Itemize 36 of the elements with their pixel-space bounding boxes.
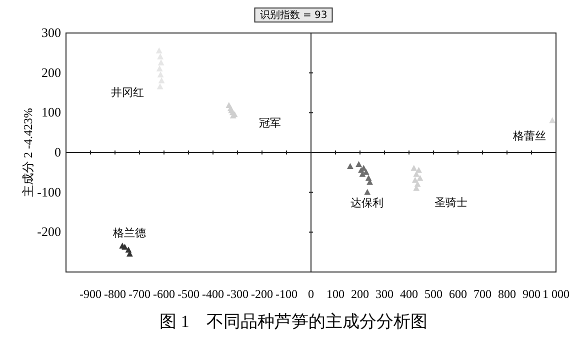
x-tick-label: -900	[80, 287, 102, 301]
series-label: 冠军	[258, 116, 281, 130]
series-label: 达保利	[350, 196, 384, 210]
x-tick-label: 600	[449, 287, 467, 301]
series-label: 格兰德	[112, 226, 146, 240]
y-tick-label: 100	[42, 104, 61, 120]
x-tick-label: -300	[226, 287, 248, 301]
x-tick-label: 400	[400, 287, 418, 301]
y-tick-label: 200	[42, 64, 61, 80]
x-tick-label: -400	[202, 287, 224, 301]
y-tick-label: -100	[37, 184, 61, 200]
x-tick-label: -600	[153, 287, 175, 301]
x-tick-label: -700	[128, 287, 150, 301]
x-tick-label: 300	[376, 287, 394, 301]
x-tick-label: 0	[308, 287, 314, 301]
x-tick-label: -100	[276, 287, 298, 301]
x-tick-label: 700	[474, 287, 492, 301]
y-tick-label: -200	[37, 224, 61, 240]
x-tick-label: 800	[498, 287, 516, 301]
y-tick-label: 0	[54, 144, 61, 160]
series-label: 圣骑士	[434, 196, 468, 209]
caption: 图 1 不同品种芦笋的主成分分析图	[160, 312, 428, 331]
chart-title: 识别指数 = 93	[260, 9, 328, 21]
x-tick-label: 200	[351, 287, 369, 301]
x-tick-label: -200	[251, 287, 273, 301]
y-axis-title: 主成分 2 -4.423%	[21, 108, 35, 197]
x-tick-label: -500	[178, 287, 200, 301]
x-tick-label: -800	[104, 287, 126, 301]
x-tick-label: 500	[424, 287, 442, 301]
y-tick-label: 300	[42, 25, 61, 40]
series-label: 井冈红	[110, 86, 144, 99]
x-tick-label: 100	[326, 287, 344, 301]
x-tick-label: 1 000	[542, 287, 570, 301]
series-label: 格蕾丝	[512, 130, 546, 143]
x-tick-label: 900	[522, 287, 540, 301]
title: 识别指数 = 93	[254, 8, 333, 22]
